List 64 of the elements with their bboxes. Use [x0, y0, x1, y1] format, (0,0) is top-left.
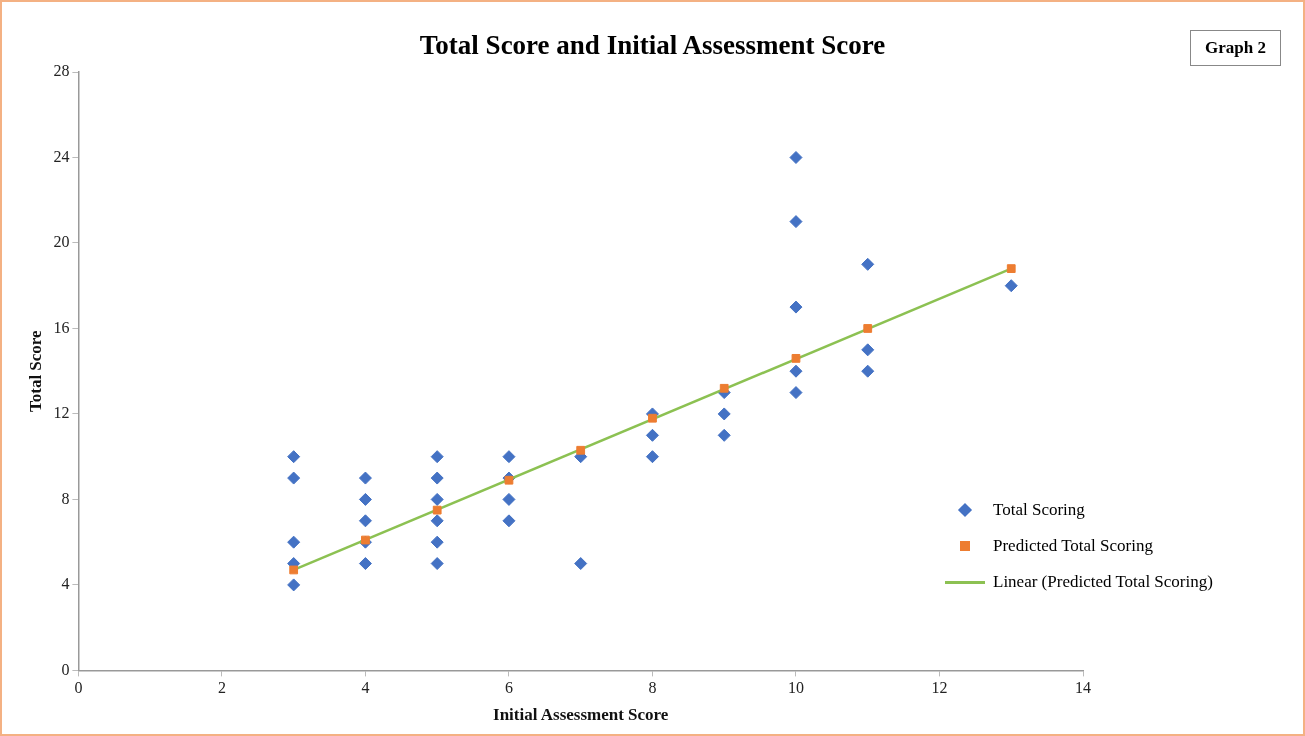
chart-title: Total Score and Initial Assessment Score	[419, 30, 886, 60]
legend-label: Total Scoring	[993, 500, 1085, 521]
point	[789, 386, 803, 400]
y-tick-label: 8	[61, 489, 70, 507]
legend-label: Linear (Predicted Total Scoring)	[993, 572, 1213, 593]
y-tick-label: 0	[61, 660, 70, 678]
point	[287, 450, 301, 464]
point	[719, 383, 729, 393]
x-tick-label: 6	[504, 679, 513, 697]
x-tick-label: 4	[361, 679, 370, 697]
legend-label: Predicted Total Scoring	[993, 536, 1153, 557]
y-tick-label: 24	[53, 147, 70, 165]
point	[863, 324, 873, 333]
point	[861, 257, 875, 271]
y-axis-title: Total Score	[25, 329, 45, 413]
x-tick-label: 12	[931, 679, 948, 697]
point	[576, 445, 586, 455]
point	[430, 492, 444, 506]
point	[789, 215, 803, 229]
point	[358, 492, 372, 506]
y-tick-label: 28	[53, 62, 70, 80]
point	[287, 535, 301, 549]
point	[502, 492, 516, 506]
caption: Graph 2	[1190, 30, 1281, 66]
point	[861, 364, 875, 378]
point	[287, 578, 301, 592]
y-tick-label: 4	[61, 575, 70, 593]
x-tick-label: 0	[74, 679, 83, 697]
point	[502, 450, 516, 464]
x-tick-label: 10	[787, 679, 804, 697]
y-tick-label: 20	[53, 233, 70, 251]
point	[358, 557, 372, 571]
point	[645, 428, 659, 442]
point	[789, 300, 803, 314]
point	[861, 343, 875, 357]
point	[717, 407, 731, 421]
point	[791, 353, 801, 363]
point	[358, 471, 372, 485]
point	[789, 364, 803, 378]
point	[361, 535, 370, 545]
x-tick-label: 8	[648, 679, 657, 697]
point	[430, 557, 444, 571]
y-tick-label: 12	[53, 404, 70, 422]
point	[1004, 279, 1018, 293]
point	[430, 514, 444, 528]
x-tick-label: 2	[217, 679, 226, 697]
point	[717, 428, 731, 442]
point	[432, 505, 442, 515]
point	[287, 471, 301, 485]
point	[574, 557, 588, 571]
y-tick-label: 16	[53, 318, 70, 336]
point	[789, 150, 803, 164]
point	[358, 514, 372, 528]
point	[289, 565, 299, 575]
x-tick-label: 14	[1075, 679, 1091, 697]
point	[430, 450, 444, 464]
point	[504, 475, 514, 485]
point	[430, 471, 444, 485]
point	[645, 450, 659, 464]
point	[502, 514, 516, 528]
point	[648, 413, 657, 423]
point	[430, 535, 444, 549]
x-axis-title: Initial Assessment Score	[493, 705, 669, 725]
point	[1006, 264, 1016, 274]
